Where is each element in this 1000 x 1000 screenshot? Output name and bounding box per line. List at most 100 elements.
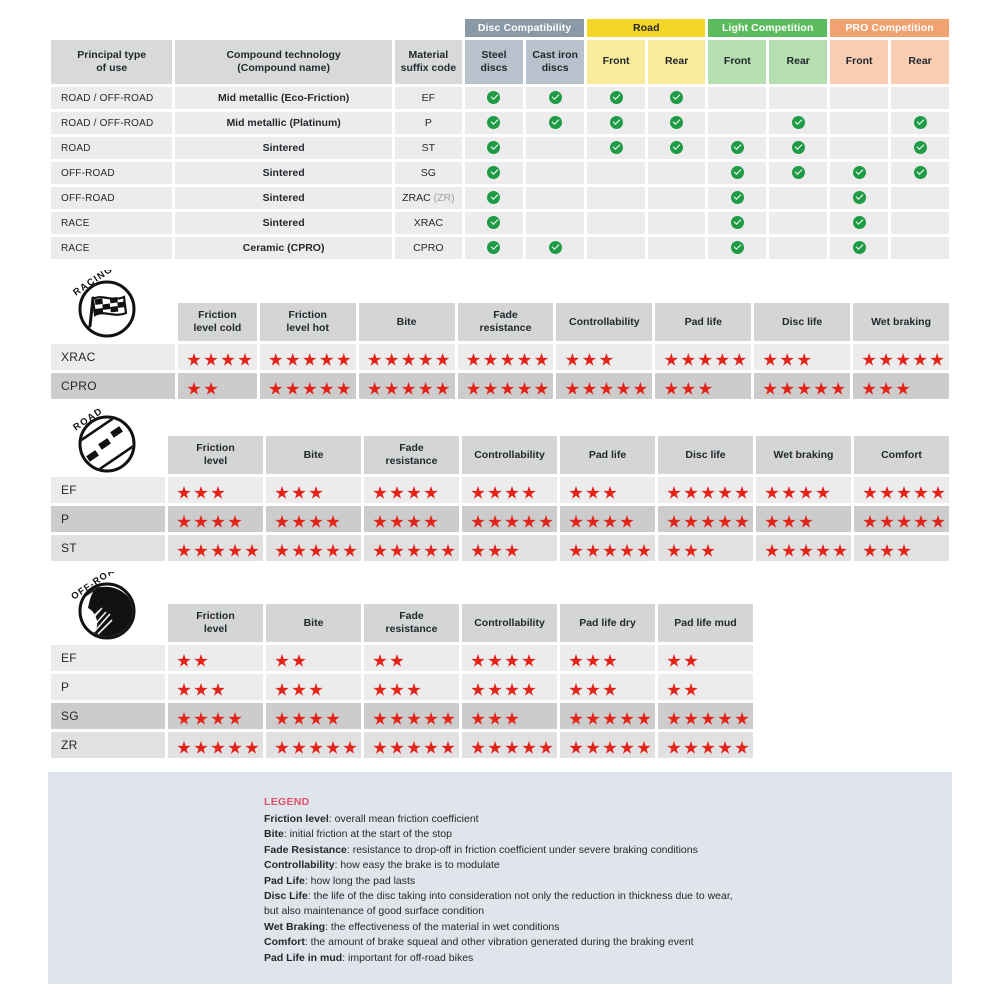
rating-column-header-1: Friction level hot bbox=[259, 303, 356, 341]
star-icon bbox=[539, 515, 553, 528]
star-icon bbox=[488, 741, 502, 754]
column-header-4: Cast iron discs bbox=[526, 40, 585, 84]
cell-compound-code: EF bbox=[51, 645, 165, 671]
offroad-body: EF P SG ZR bbox=[51, 645, 753, 758]
star-icon bbox=[667, 741, 681, 754]
star-icon bbox=[384, 382, 399, 395]
star-icon bbox=[701, 486, 715, 499]
star-icon bbox=[582, 382, 597, 395]
table-row: RACE Ceramic (CPRO) CPRO bbox=[51, 237, 949, 259]
star-icon bbox=[522, 486, 536, 499]
star-icon bbox=[390, 486, 404, 499]
cell-rating-3 bbox=[462, 645, 557, 671]
legend-term: Comfort bbox=[264, 936, 305, 949]
star-icon bbox=[320, 382, 334, 395]
star-icon bbox=[424, 544, 438, 557]
cell-rating-7 bbox=[854, 506, 949, 532]
cell-suffix-code: P bbox=[394, 112, 462, 134]
table-row: EF bbox=[51, 645, 753, 671]
star-icon bbox=[667, 654, 681, 667]
star-icon bbox=[326, 544, 340, 557]
star-icon bbox=[698, 353, 713, 366]
star-icon bbox=[664, 353, 679, 366]
check-icon bbox=[730, 241, 744, 255]
table-row: P bbox=[51, 506, 949, 532]
star-icon bbox=[765, 544, 779, 557]
cell-rating-1 bbox=[266, 732, 361, 758]
star-icon bbox=[471, 712, 485, 725]
cell-compound-code: XRAC bbox=[51, 344, 175, 370]
check-icon-cell bbox=[464, 237, 524, 259]
star-icon bbox=[569, 712, 583, 725]
cell-rating-3 bbox=[462, 535, 557, 561]
star-icon bbox=[373, 683, 387, 696]
racing-body: XRAC CPRO bbox=[51, 344, 949, 399]
star-icon bbox=[228, 544, 242, 557]
star-icon bbox=[782, 544, 796, 557]
star-icon bbox=[586, 515, 600, 528]
cell-rating-3 bbox=[457, 373, 554, 399]
legend-term: Fade Resistance bbox=[264, 843, 347, 856]
star-icon bbox=[245, 741, 259, 754]
star-icon bbox=[275, 654, 289, 667]
star-icon bbox=[390, 654, 404, 667]
cell-rating-6 bbox=[756, 506, 851, 532]
star-icon bbox=[684, 544, 698, 557]
check-icon bbox=[609, 91, 623, 105]
cell-rating-3 bbox=[457, 344, 554, 370]
check-icon bbox=[487, 216, 501, 230]
star-icon bbox=[292, 515, 306, 528]
offroad-grid: Friction level Bite Fade resistance Controlla… bbox=[48, 601, 756, 761]
star-icon bbox=[177, 683, 191, 696]
cell-rating-5 bbox=[658, 477, 753, 503]
legend-entry-1: Bite: initial friction at the start of t… bbox=[264, 828, 452, 841]
check-icon-cell bbox=[464, 187, 524, 209]
check-icon bbox=[791, 141, 805, 155]
empty-cell bbox=[647, 212, 706, 234]
star-icon bbox=[424, 486, 438, 499]
rating-column-header-0: Friction level bbox=[168, 436, 263, 474]
star-icon bbox=[797, 353, 811, 366]
star-icon bbox=[373, 741, 387, 754]
star-icon bbox=[517, 382, 532, 395]
star-icon bbox=[407, 712, 421, 725]
star-icon bbox=[684, 712, 698, 725]
star-icon bbox=[309, 683, 323, 696]
compatibility-table: Disc Compatibility Road Light Competition P… bbox=[48, 16, 952, 262]
star-icon bbox=[390, 544, 404, 557]
check-icon-cell bbox=[708, 212, 767, 234]
legend-term: Pad Life in mud bbox=[264, 951, 343, 964]
check-icon-cell bbox=[526, 87, 585, 109]
star-icon bbox=[505, 515, 519, 528]
star-icon bbox=[373, 712, 387, 725]
cell-rating-0 bbox=[178, 344, 257, 370]
star-icon bbox=[633, 382, 648, 395]
star-icon bbox=[275, 486, 289, 499]
empty-cell bbox=[891, 87, 949, 109]
check-icon-cell bbox=[708, 187, 767, 209]
cell-suffix-code: XRAC bbox=[394, 212, 462, 234]
table-row: ROAD / OFF-ROAD Mid metallic (Platinum) P bbox=[51, 112, 949, 134]
table-row: EF bbox=[51, 477, 949, 503]
star-icon bbox=[505, 486, 519, 499]
star-icon bbox=[488, 683, 502, 696]
star-icon bbox=[401, 382, 416, 395]
star-icon bbox=[343, 741, 357, 754]
check-icon bbox=[852, 166, 866, 180]
table-row: CPRO bbox=[51, 373, 949, 399]
table-row: ZR bbox=[51, 732, 753, 758]
star-icon bbox=[441, 712, 455, 725]
star-icon bbox=[326, 712, 340, 725]
star-icon bbox=[177, 712, 191, 725]
star-icon bbox=[194, 683, 208, 696]
star-icon bbox=[931, 515, 945, 528]
star-icon bbox=[565, 382, 580, 395]
star-icon bbox=[390, 683, 404, 696]
star-icon bbox=[684, 741, 698, 754]
cell-rating-2 bbox=[358, 344, 455, 370]
cell-rating-1 bbox=[259, 373, 356, 399]
star-icon bbox=[603, 486, 617, 499]
star-icon bbox=[799, 544, 813, 557]
check-icon bbox=[730, 141, 744, 155]
star-icon bbox=[194, 486, 208, 499]
